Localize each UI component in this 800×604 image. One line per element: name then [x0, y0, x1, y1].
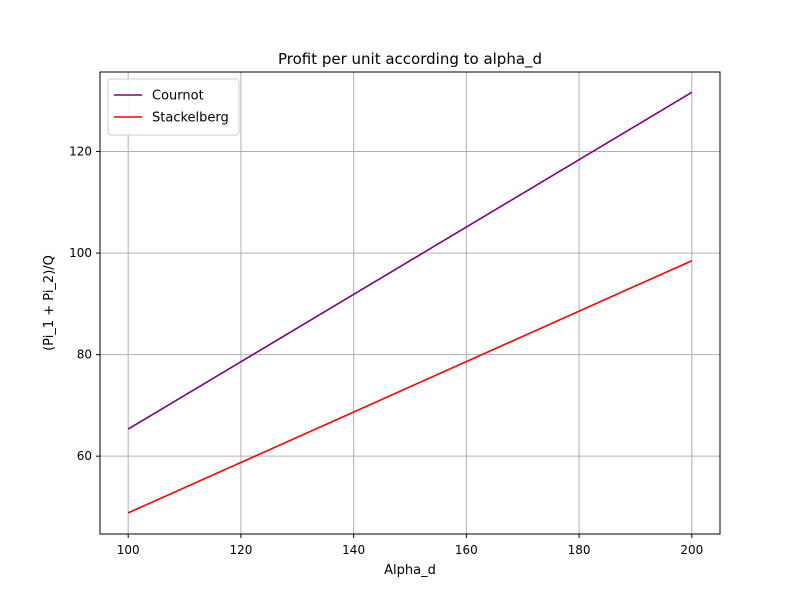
x-axis-label: Alpha_d — [384, 563, 436, 578]
chart-title: Profit per unit according to alpha_d — [278, 50, 542, 69]
series-line-stackelberg — [127, 259, 693, 514]
x-tick-label: 160 — [455, 543, 478, 557]
legend-label-cournot: Cournot — [152, 89, 204, 104]
y-axis-label: (Pi_1 + Pi_2)/Q — [42, 255, 57, 351]
y-axis-ticks: 60 80 100 120 — [69, 145, 100, 463]
legend-box — [107, 78, 240, 136]
x-tick-label: 120 — [229, 543, 252, 557]
y-tick-label: 60 — [77, 449, 92, 463]
series-lines — [127, 91, 693, 514]
plot-frame — [99, 71, 721, 535]
series-line-cournot — [127, 91, 693, 430]
x-tick-label: 100 — [117, 543, 140, 557]
plot-area — [100, 72, 720, 534]
legend-label-stackelberg: Stackelberg — [152, 111, 229, 126]
y-tick-label: 80 — [77, 348, 92, 362]
x-axis-ticks: 100 120 140 160 180 200 — [117, 534, 703, 557]
x-tick-label: 200 — [680, 543, 703, 557]
x-tick-label: 140 — [342, 543, 365, 557]
x-tick-label: 180 — [568, 543, 591, 557]
y-tick-label: 120 — [69, 145, 92, 159]
legend: Cournot Stackelberg — [107, 78, 240, 136]
y-tick-label: 100 — [69, 246, 92, 260]
grid — [100, 72, 720, 534]
